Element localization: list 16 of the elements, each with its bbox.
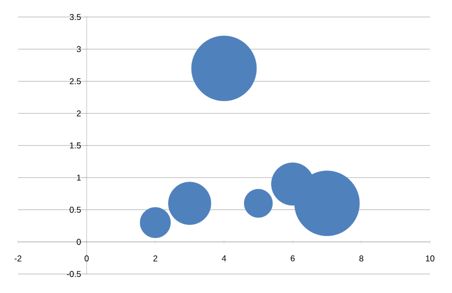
y-tick-label: 1.5	[70, 142, 81, 148]
x-tick-label: 0	[84, 255, 89, 262]
y-tick-label: 1	[77, 174, 81, 181]
y-tick-label: 0.5	[70, 206, 81, 213]
x-tick-label: 8	[359, 255, 364, 262]
y-tick-label: 0	[76, 238, 81, 245]
y-tick-label: 3.5	[70, 14, 81, 20]
x-tick-label: 10	[426, 255, 434, 262]
y-tick-label: 2.5	[70, 78, 81, 84]
x-tick-label: 6	[290, 255, 295, 262]
y-tick-label: 3	[76, 46, 81, 52]
x-tick-label: -2	[14, 255, 22, 262]
x-tick-label: 2	[153, 255, 158, 262]
x-tick-label: 4	[222, 255, 226, 262]
y-tick-label: -0.5	[66, 271, 81, 277]
y-tick-label: 2	[76, 110, 81, 116]
